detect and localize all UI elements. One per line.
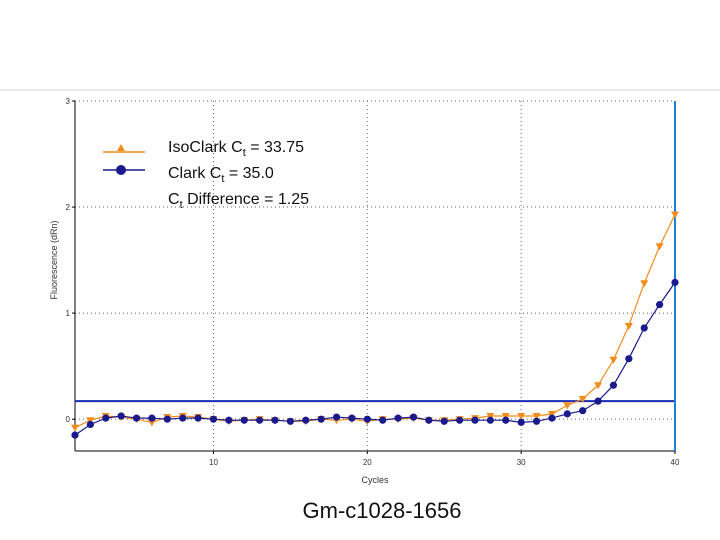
data-point <box>194 414 202 422</box>
data-point <box>271 416 279 424</box>
data-point <box>148 414 156 422</box>
data-point <box>440 417 448 425</box>
axes: 10 20 30 40 0 1 2 3 <box>66 97 680 467</box>
data-point <box>456 416 464 424</box>
data-point <box>302 416 310 424</box>
x-tick-label: 20 <box>363 458 372 467</box>
data-point <box>102 414 110 422</box>
series-layer <box>71 101 679 451</box>
data-point <box>425 416 433 424</box>
data-point <box>486 413 495 420</box>
data-point <box>286 417 294 425</box>
legend: IsoClark Ct = 33.75 Clark Ct = 35.0 Ct D… <box>103 139 309 211</box>
data-point <box>671 278 679 286</box>
data-point <box>471 416 479 424</box>
data-point <box>348 414 356 422</box>
y-tick-label: 1 <box>66 309 71 318</box>
series-clark <box>71 278 679 439</box>
legend-label-difference: Ct Difference = 1.25 <box>168 191 309 211</box>
data-point <box>132 414 141 422</box>
x-axis-title: Cycles <box>361 475 389 485</box>
data-point <box>486 416 494 424</box>
data-point <box>209 415 218 423</box>
y-tick-label: 0 <box>66 415 71 424</box>
data-point <box>594 382 603 390</box>
series-line-isoclark <box>74 214 676 429</box>
data-point <box>532 417 541 425</box>
data-point <box>578 396 587 404</box>
data-point <box>317 415 325 423</box>
data-point <box>86 417 95 425</box>
data-point <box>579 407 587 415</box>
legend-label-isoclark: IsoClark Ct = 33.75 <box>168 139 304 159</box>
data-point <box>117 412 125 420</box>
data-point <box>609 356 618 364</box>
legend-marker-isoclark <box>117 144 125 151</box>
chart-caption: Gm-c1028-1656 <box>303 498 462 523</box>
data-point <box>86 420 94 429</box>
legend-label-clark: Clark Ct = 35.0 <box>168 165 274 185</box>
data-point <box>625 355 633 363</box>
x-tick-label: 10 <box>209 458 218 467</box>
data-point <box>501 413 510 420</box>
x-tick-label: 40 <box>671 458 680 467</box>
data-point <box>502 416 510 424</box>
data-point <box>640 280 649 288</box>
y-tick-label: 3 <box>66 97 71 106</box>
data-point <box>225 416 233 424</box>
data-point <box>517 413 526 420</box>
y-axis-title: Fluorescence (dRn) <box>49 220 59 299</box>
data-point <box>609 381 618 389</box>
legend-entry-difference: Ct Difference = 1.25 <box>168 191 309 211</box>
data-point <box>163 415 171 423</box>
legend-entry-clark: Clark Ct = 35.0 <box>103 165 274 185</box>
data-point <box>363 415 371 423</box>
data-point <box>179 414 187 422</box>
data-point <box>256 416 264 424</box>
data-point <box>409 413 418 421</box>
data-point <box>624 322 633 330</box>
data-point <box>563 410 571 418</box>
x-tick-label: 30 <box>517 458 526 467</box>
y-tick-label: 2 <box>66 203 71 212</box>
data-point <box>517 418 525 426</box>
series-isoclark <box>71 211 679 432</box>
data-point <box>640 324 648 332</box>
data-point <box>594 397 602 405</box>
series-line-clark <box>74 282 676 436</box>
data-point <box>332 413 341 421</box>
data-point <box>394 414 402 422</box>
data-point <box>655 243 664 251</box>
data-point <box>532 413 541 420</box>
data-point <box>671 211 679 219</box>
data-point <box>71 424 79 432</box>
legend-entry-isoclark: IsoClark Ct = 33.75 <box>103 139 304 159</box>
data-point <box>548 414 556 422</box>
data-point <box>547 410 556 418</box>
legend-marker-clark <box>116 165 126 175</box>
data-point <box>656 301 664 309</box>
data-point <box>379 416 387 424</box>
data-point <box>240 416 248 424</box>
data-point <box>71 431 79 439</box>
data-point <box>563 402 572 410</box>
